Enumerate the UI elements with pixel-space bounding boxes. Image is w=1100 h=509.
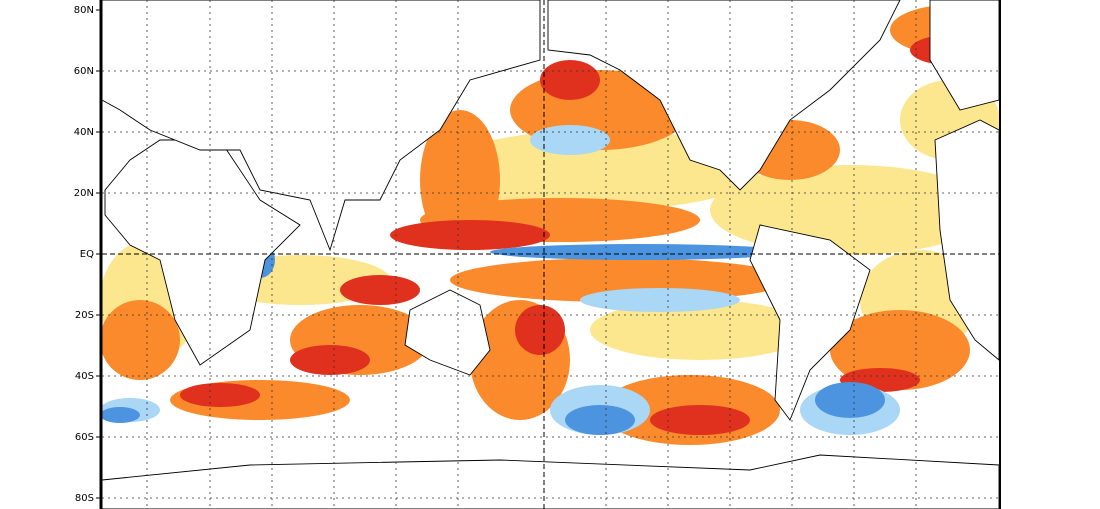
lat-label: 80S: [75, 493, 94, 504]
lat-label: 40N: [74, 127, 94, 138]
lat-label: 60S: [75, 432, 94, 443]
lat-label: EQ: [80, 249, 94, 260]
lat-label: 20N: [74, 188, 94, 199]
lat-label: 80N: [74, 5, 94, 16]
lat-labels: 80N 60N 40N 20N EQ 20S 40S 60S 80S: [74, 5, 101, 504]
lat-label: 20S: [75, 310, 94, 321]
lat-label: 40S: [75, 371, 94, 382]
lat-label: 60N: [74, 66, 94, 77]
graticule: [102, 0, 999, 509]
